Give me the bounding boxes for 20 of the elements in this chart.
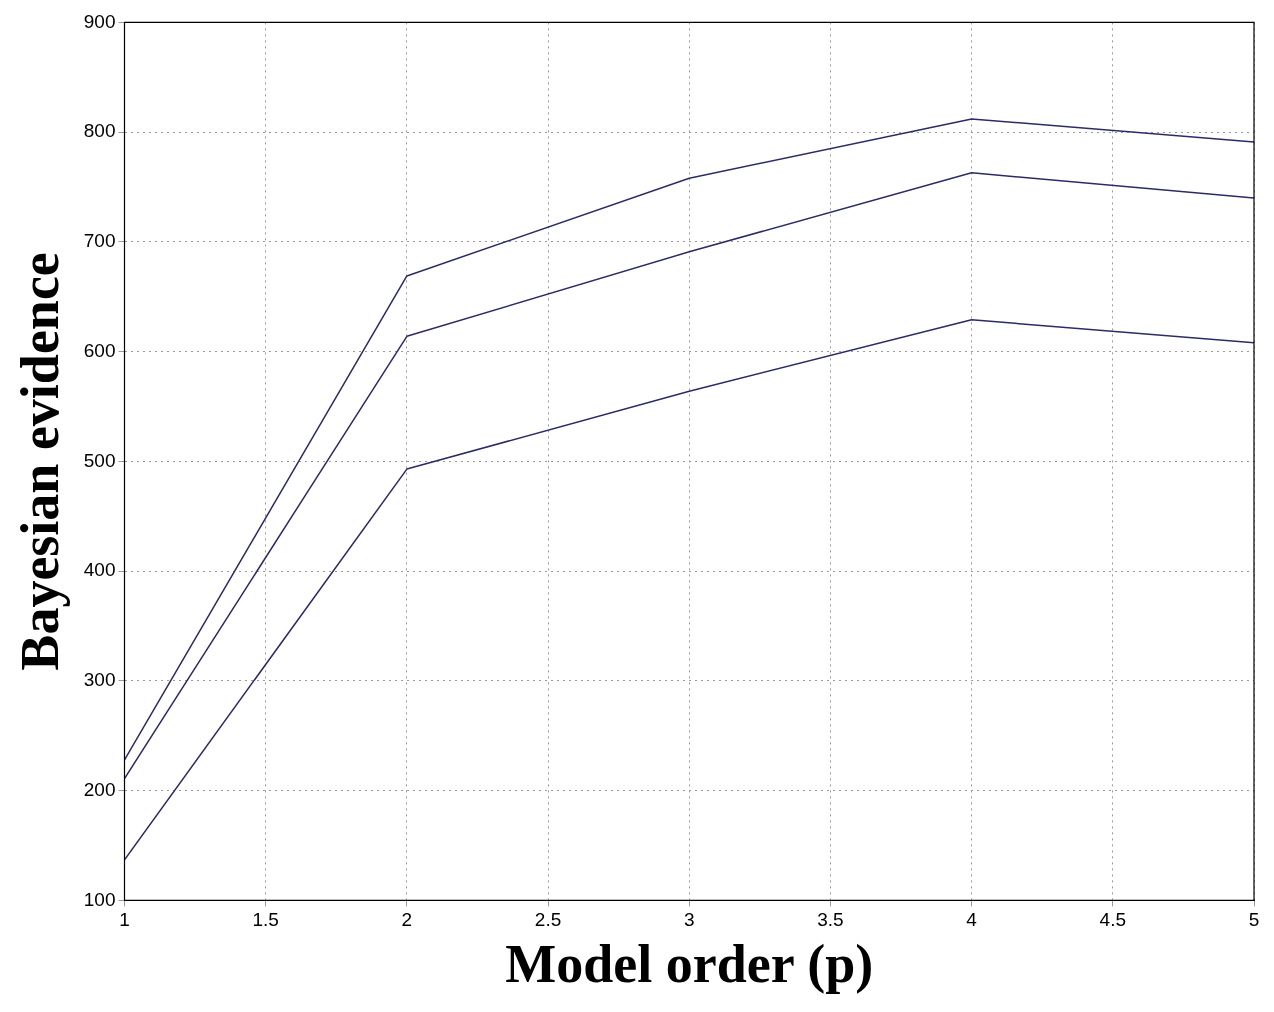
x-tick-label: 1.5 — [252, 909, 279, 931]
y-tick-label: 600 — [83, 339, 116, 361]
x-tick-label: 5 — [1248, 909, 1260, 931]
x-tick-label: 3.5 — [817, 909, 844, 931]
y-axis-title: Bayesian evidence — [10, 252, 71, 671]
x-tick-label: 2.5 — [534, 909, 562, 931]
y-tick-label: 300 — [83, 669, 116, 691]
x-tick-label: 3 — [683, 909, 695, 931]
y-tick-label: 200 — [83, 778, 116, 800]
y-tick-label: 800 — [83, 120, 116, 142]
y-tick-label: 700 — [83, 230, 116, 252]
x-tick-label: 2 — [401, 909, 413, 931]
x-tick-label: 1 — [119, 909, 130, 931]
y-tick-label: 500 — [83, 449, 116, 471]
x-tick-label: 4.5 — [1099, 909, 1127, 931]
y-tick-label: 100 — [83, 888, 116, 910]
y-tick-label: 400 — [83, 559, 116, 581]
x-axis-title: Model order (p) — [505, 933, 874, 994]
x-tick-label: 4 — [966, 909, 978, 931]
y-tick-label: 900 — [83, 10, 116, 32]
